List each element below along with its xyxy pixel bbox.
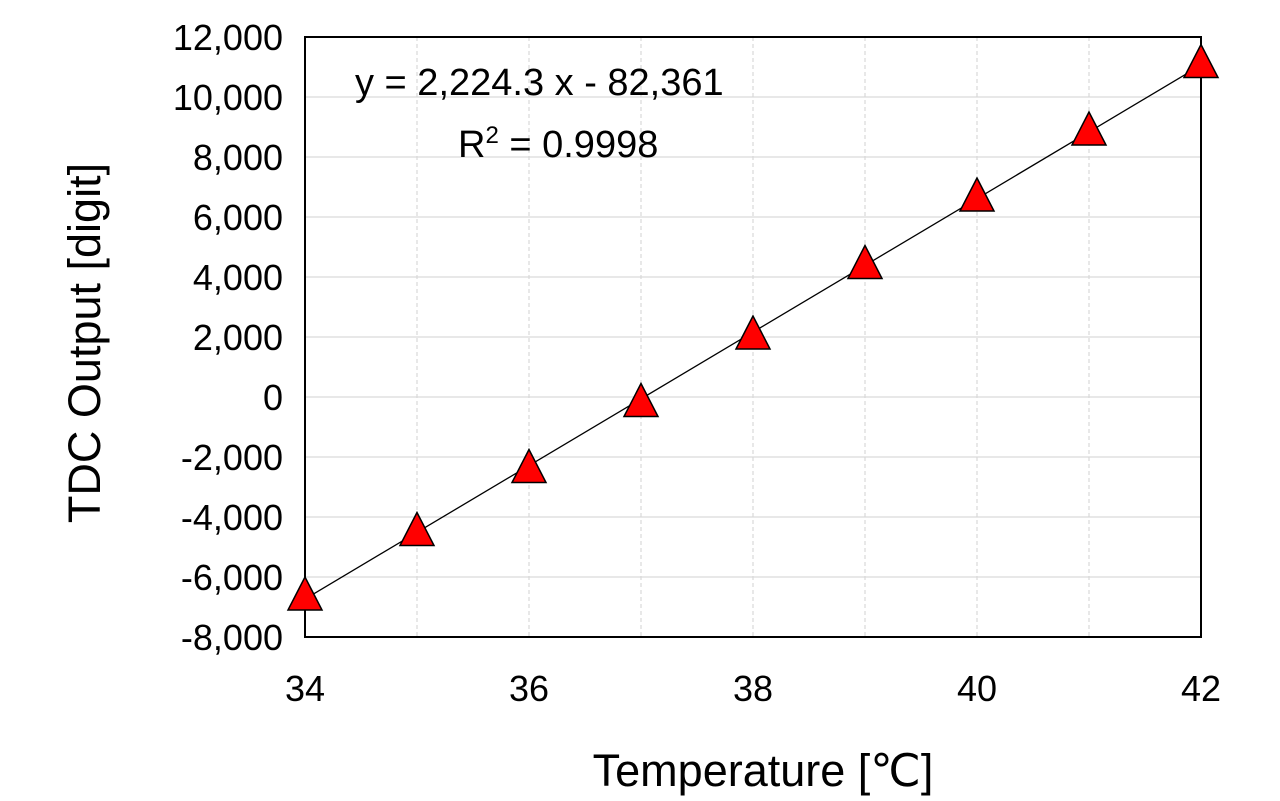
x-tick-label: 36 xyxy=(509,668,549,709)
y-tick-label: 4,000 xyxy=(193,257,283,298)
y-tick-label: 12,000 xyxy=(173,17,283,58)
data-points-layer xyxy=(286,42,1220,611)
data-point-triangle xyxy=(622,381,660,418)
data-point-triangle xyxy=(1182,42,1220,79)
y-tick-label: -2,000 xyxy=(181,437,283,478)
data-point-triangle xyxy=(510,447,548,484)
r-squared-superscript: 2 xyxy=(485,122,498,149)
data-point-triangle xyxy=(958,176,996,212)
r-squared-symbol: R xyxy=(458,124,485,166)
x-tick-label: 42 xyxy=(1181,668,1221,709)
y-tick-label: 2,000 xyxy=(193,317,283,358)
y-axis-title: TDC Output [digit] xyxy=(59,163,110,523)
y-tick-label: 8,000 xyxy=(193,137,283,178)
y-tick-label: 6,000 xyxy=(193,197,283,238)
x-axis-title: Temperature [℃] xyxy=(593,745,934,796)
r-squared-value: = 0.9998 xyxy=(499,124,659,166)
y-tick-label: -8,000 xyxy=(181,617,283,658)
y-tick-label: -6,000 xyxy=(181,557,283,598)
data-point-triangle xyxy=(1070,110,1108,146)
plot-area-frame xyxy=(304,36,1202,638)
x-tick-label: 34 xyxy=(285,668,325,709)
x-tick-label: 40 xyxy=(957,668,997,709)
data-point-triangle xyxy=(398,510,436,547)
data-point-triangle xyxy=(846,243,884,280)
x-tick-label: 38 xyxy=(733,668,773,709)
r-squared-annotation: R2 = 0.9998 xyxy=(458,122,658,166)
x-tick-labels: 34 36 38 40 42 xyxy=(285,668,1221,709)
trendline-equation: y = 2,224.3 x - 82,361 xyxy=(355,62,724,104)
data-point-triangle xyxy=(286,575,324,611)
y-tick-label: 10,000 xyxy=(173,77,283,118)
y-tick-labels: -8,000 -6,000 -4,000 -2,000 0 2,000 4,000 6,000… xyxy=(173,17,283,658)
data-point-triangle xyxy=(734,314,772,350)
y-tick-label: 0 xyxy=(263,377,283,418)
y-tick-label: -4,000 xyxy=(181,497,283,538)
